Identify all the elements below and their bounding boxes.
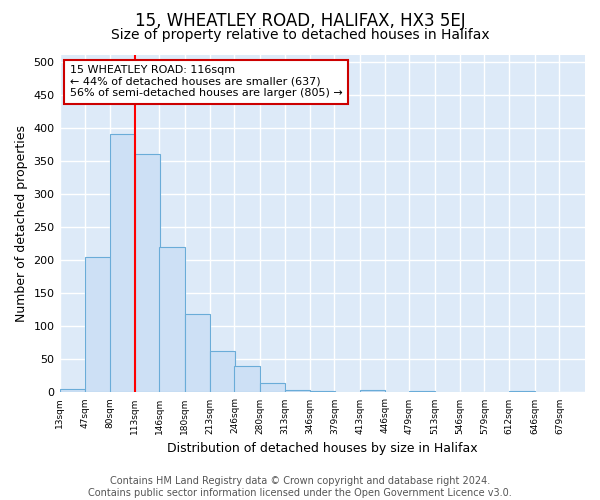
Bar <box>59 389 85 392</box>
Bar <box>310 391 335 392</box>
X-axis label: Distribution of detached houses by size in Halifax: Distribution of detached houses by size … <box>167 442 478 455</box>
Bar <box>360 390 385 392</box>
Bar <box>235 366 260 392</box>
Bar <box>110 134 136 392</box>
Bar <box>260 382 286 392</box>
Text: Contains HM Land Registry data © Crown copyright and database right 2024.
Contai: Contains HM Land Registry data © Crown c… <box>88 476 512 498</box>
Bar <box>185 314 211 392</box>
Text: 15, WHEATLEY ROAD, HALIFAX, HX3 5EJ: 15, WHEATLEY ROAD, HALIFAX, HX3 5EJ <box>134 12 466 30</box>
Text: 15 WHEATLEY ROAD: 116sqm
← 44% of detached houses are smaller (637)
56% of semi-: 15 WHEATLEY ROAD: 116sqm ← 44% of detach… <box>70 65 343 98</box>
Bar <box>85 257 110 392</box>
Bar <box>509 391 535 392</box>
Y-axis label: Number of detached properties: Number of detached properties <box>15 125 28 322</box>
Bar <box>134 154 160 392</box>
Text: Size of property relative to detached houses in Halifax: Size of property relative to detached ho… <box>110 28 490 42</box>
Bar <box>409 391 435 392</box>
Bar <box>160 247 185 392</box>
Bar <box>285 390 310 392</box>
Bar <box>209 352 235 393</box>
